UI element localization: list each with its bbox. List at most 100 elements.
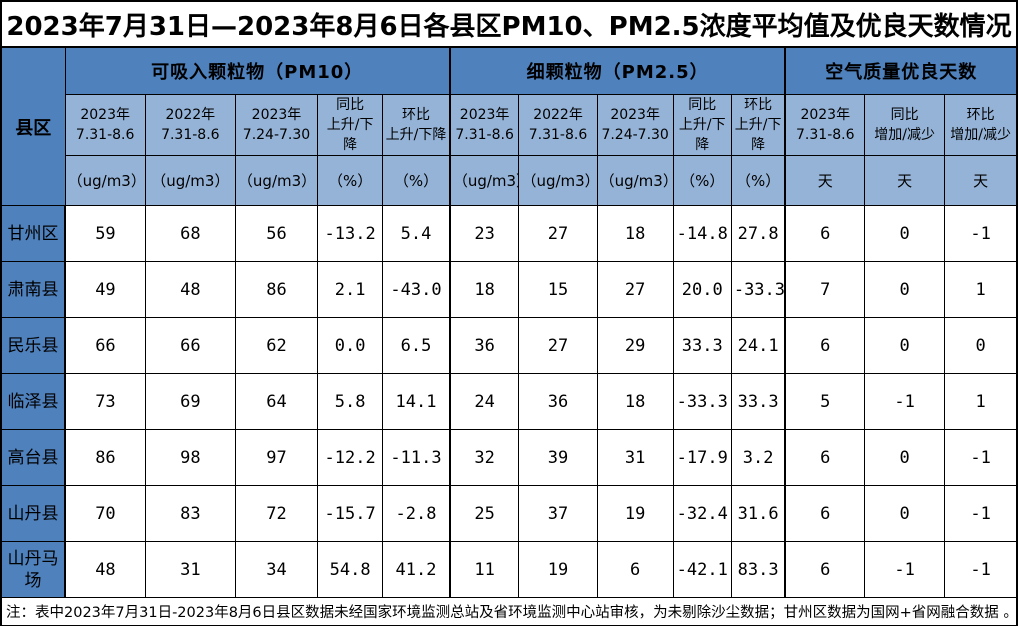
unit-cell: （ug/m3）	[448, 155, 520, 207]
value-cell: 15	[518, 261, 598, 319]
value-cell: 6	[784, 205, 866, 263]
value-cell: 37	[518, 485, 598, 543]
page-title: 2023年7月31日—2023年8月6日各县区PM10、PM2.5浓度平均值及优…	[0, 0, 1018, 46]
sub-header-pm25-prevweek: 2023年 7.24-7.30	[596, 93, 674, 157]
value-cell: 25	[448, 485, 520, 543]
county-label: 临泽县	[0, 373, 67, 431]
value-cell: 5	[784, 373, 866, 431]
value-cell: -1	[864, 373, 946, 431]
county-label: 山丹县	[0, 485, 67, 543]
county-label: 甘州区	[0, 205, 67, 263]
value-cell: 19	[596, 485, 674, 543]
value-cell: 3.2	[730, 429, 786, 487]
table-row-shandan: 山丹县 70 83 72 -15.7 -2.8 25 37 19 -32.4 3…	[0, 485, 1018, 543]
air-quality-data-table: 县区 可吸入颗粒物（PM10） 细颗粒物（PM2.5） 空气质量优良天数 202…	[0, 46, 1018, 626]
value-cell: 54.8	[317, 541, 384, 599]
value-cell: -1	[944, 429, 1018, 487]
value-cell: 5.8	[317, 373, 384, 431]
value-cell: -2.8	[382, 485, 451, 543]
sub-header-row: 2023年 7.31-8.6 2022年 7.31-8.6 2023年 7.24…	[1, 93, 1018, 157]
value-cell: 0	[944, 317, 1018, 375]
unit-cell: （%）	[382, 155, 451, 207]
unit-cell: （%）	[672, 155, 732, 207]
value-cell: 66	[64, 317, 146, 375]
value-cell: 14.1	[382, 373, 451, 431]
value-cell: 68	[144, 205, 236, 263]
group-header-good-days: 空气质量优良天数	[784, 46, 1018, 95]
value-cell: 7	[784, 261, 866, 319]
footnote-row: 注：表中2023年7月31日-2023年8月6日县区数据未经国家环境监测总站及省…	[0, 597, 1018, 626]
county-label: 肃南县	[0, 261, 67, 319]
table-row-linze: 临泽县 73 69 64 5.8 14.1 24 36 18 -33.3 33.…	[0, 373, 1018, 431]
value-cell: -1	[864, 541, 946, 599]
value-cell: 1	[944, 373, 1018, 431]
value-cell: 24	[448, 373, 520, 431]
sub-header-days-2023: 2023年 7.31-8.6	[784, 93, 866, 157]
unit-cell: 天	[944, 155, 1018, 207]
table-row-minle: 民乐县 66 66 62 0.0 6.5 36 27 29 33.3 24.1 …	[0, 317, 1018, 375]
value-cell: 48	[64, 541, 146, 599]
group-header-row: 县区 可吸入颗粒物（PM10） 细颗粒物（PM2.5） 空气质量优良天数	[0, 46, 1018, 207]
value-cell: -33.3	[672, 373, 732, 431]
table-row-gaotai: 高台县 86 98 97 -12.2 -11.3 32 39 31 -17.9 …	[0, 429, 1018, 487]
value-cell: 27	[518, 317, 598, 375]
sub-header-pm10-prevweek: 2023年 7.24-7.30	[234, 93, 319, 157]
value-cell: 6	[784, 541, 866, 599]
value-cell: 72	[234, 485, 319, 543]
value-cell: 0	[864, 485, 946, 543]
unit-cell: （ug/m3）	[518, 155, 598, 207]
value-cell: 66	[144, 317, 236, 375]
table-row-sunan: 肃南县 49 48 86 2.1 -43.0 18 15 27 20.0 -33…	[0, 261, 1018, 319]
value-cell: 27	[518, 205, 598, 263]
value-cell: -1	[944, 541, 1018, 599]
value-cell: 24.1	[730, 317, 786, 375]
value-cell: 86	[234, 261, 319, 319]
unit-cell: 天	[784, 155, 866, 207]
value-cell: 6	[784, 485, 866, 543]
value-cell: 27	[596, 261, 674, 319]
unit-cell: （ug/m3）	[144, 155, 236, 207]
value-cell: 18	[448, 261, 520, 319]
value-cell: 56	[234, 205, 319, 263]
value-cell: 33.3	[730, 373, 786, 431]
unit-cell: （%）	[730, 155, 786, 207]
value-cell: -14.8	[672, 205, 732, 263]
value-cell: 6.5	[382, 317, 451, 375]
sub-header-pm10-2023: 2023年 7.31-8.6	[64, 93, 146, 157]
value-cell: -43.0	[382, 261, 451, 319]
value-cell: 98	[144, 429, 236, 487]
sub-header-pm25-2022: 2022年 7.31-8.6	[518, 93, 598, 157]
value-cell: -42.1	[672, 541, 732, 599]
sub-header-pm25-mom: 环比 上升/下降	[730, 93, 786, 157]
value-cell: -1	[944, 485, 1018, 543]
value-cell: 6	[784, 429, 866, 487]
sub-header-days-yoy: 同比 增加/减少	[864, 93, 946, 157]
unit-cell: （%）	[317, 155, 384, 207]
value-cell: 18	[596, 205, 674, 263]
value-cell: -1	[944, 205, 1018, 263]
value-cell: 69	[144, 373, 236, 431]
value-cell: 39	[518, 429, 598, 487]
value-cell: -15.7	[317, 485, 384, 543]
value-cell: 83	[144, 485, 236, 543]
value-cell: 31	[596, 429, 674, 487]
value-cell: 6	[596, 541, 674, 599]
value-cell: 31.6	[730, 485, 786, 543]
county-column-header: 县区	[0, 46, 66, 207]
value-cell: 73	[64, 373, 146, 431]
group-header-pm10: 可吸入颗粒物（PM10）	[64, 46, 451, 95]
value-cell: -12.2	[317, 429, 384, 487]
group-header-pm25: 细颗粒物（PM2.5）	[448, 46, 786, 95]
value-cell: 0	[864, 205, 946, 263]
value-cell: 5.4	[382, 205, 451, 263]
value-cell: 59	[64, 205, 146, 263]
footnote-text: 注：表中2023年7月31日-2023年8月6日县区数据未经国家环境监测总站及省…	[0, 597, 1018, 626]
value-cell: -33.3	[730, 261, 786, 319]
value-cell: 70	[64, 485, 146, 543]
value-cell: 48	[144, 261, 236, 319]
value-cell: 33.3	[672, 317, 732, 375]
sub-header-days-mom: 环比 增加/减少	[944, 93, 1018, 157]
value-cell: 1	[944, 261, 1018, 319]
value-cell: 36	[448, 317, 520, 375]
unit-cell: 天	[864, 155, 946, 207]
